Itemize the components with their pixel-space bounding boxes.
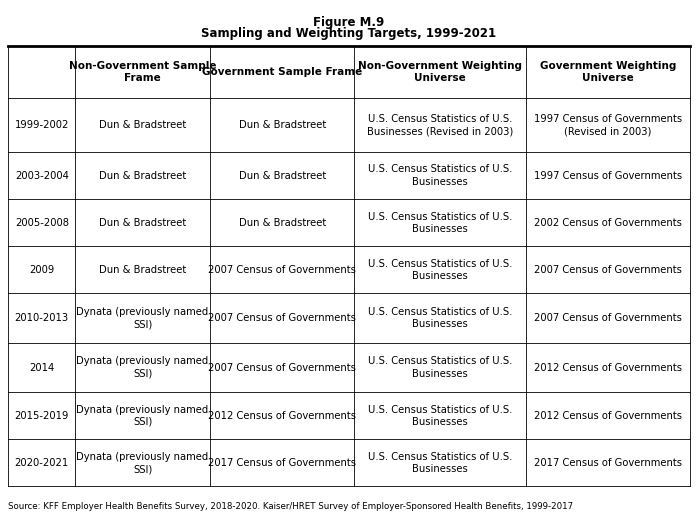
Text: Government Weighting
Universe: Government Weighting Universe (540, 61, 676, 83)
Text: 2010-2013: 2010-2013 (15, 313, 69, 323)
Text: Figure M.9: Figure M.9 (313, 16, 385, 29)
Text: U.S. Census Statistics of U.S.
Businesses: U.S. Census Statistics of U.S. Businesse… (368, 307, 512, 329)
Text: U.S. Census Statistics of U.S.
Businesses: U.S. Census Statistics of U.S. Businesse… (368, 452, 512, 474)
Text: Dun & Bradstreet: Dun & Bradstreet (99, 265, 186, 275)
Text: 1997 Census of Governments: 1997 Census of Governments (534, 170, 682, 180)
Text: 2009: 2009 (29, 265, 54, 275)
Text: Dun & Bradstreet: Dun & Bradstreet (239, 218, 326, 228)
Text: Non-Government Weighting
Universe: Non-Government Weighting Universe (358, 61, 522, 83)
Text: 2007 Census of Governments: 2007 Census of Governments (208, 362, 356, 372)
Text: 2007 Census of Governments: 2007 Census of Governments (208, 313, 356, 323)
Text: 1997 Census of Governments
(Revised in 2003): 1997 Census of Governments (Revised in 2… (534, 114, 682, 137)
Text: 2014: 2014 (29, 362, 54, 372)
Text: U.S. Census Statistics of U.S.
Businesses: U.S. Census Statistics of U.S. Businesse… (368, 164, 512, 187)
Text: 2012 Census of Governments: 2012 Census of Governments (208, 411, 356, 421)
Text: Dun & Bradstreet: Dun & Bradstreet (99, 120, 186, 130)
Text: Dynata (previously named
SSI): Dynata (previously named SSI) (77, 405, 209, 427)
Text: 2002 Census of Governments: 2002 Census of Governments (534, 218, 682, 228)
Text: 2020-2021: 2020-2021 (15, 458, 69, 468)
Text: 2007 Census of Governments: 2007 Census of Governments (534, 265, 682, 275)
Text: U.S. Census Statistics of U.S.
Businesses: U.S. Census Statistics of U.S. Businesse… (368, 211, 512, 234)
Text: 2015-2019: 2015-2019 (15, 411, 69, 421)
Text: 2017 Census of Governments: 2017 Census of Governments (208, 458, 356, 468)
Text: U.S. Census Statistics of U.S.
Businesses (Revised in 2003): U.S. Census Statistics of U.S. Businesse… (367, 114, 514, 137)
Text: U.S. Census Statistics of U.S.
Businesses: U.S. Census Statistics of U.S. Businesse… (368, 405, 512, 427)
Text: 2017 Census of Governments: 2017 Census of Governments (534, 458, 682, 468)
Text: U.S. Census Statistics of U.S.
Businesses: U.S. Census Statistics of U.S. Businesse… (368, 356, 512, 379)
Text: Dynata (previously named
SSI): Dynata (previously named SSI) (77, 307, 209, 329)
Text: Dun & Bradstreet: Dun & Bradstreet (239, 170, 326, 180)
Text: 2012 Census of Governments: 2012 Census of Governments (534, 362, 682, 372)
Text: 1999-2002: 1999-2002 (15, 120, 69, 130)
Text: 2005-2008: 2005-2008 (15, 218, 69, 228)
Text: Government Sample Frame: Government Sample Frame (202, 67, 362, 77)
Text: 2007 Census of Governments: 2007 Census of Governments (208, 265, 356, 275)
Text: Dun & Bradstreet: Dun & Bradstreet (239, 120, 326, 130)
Text: Dun & Bradstreet: Dun & Bradstreet (99, 218, 186, 228)
Text: U.S. Census Statistics of U.S.
Businesses: U.S. Census Statistics of U.S. Businesse… (368, 259, 512, 281)
Text: 2012 Census of Governments: 2012 Census of Governments (534, 411, 682, 421)
Text: Dynata (previously named
SSI): Dynata (previously named SSI) (77, 452, 209, 474)
Text: Source: KFF Employer Health Benefits Survey, 2018-2020. Kaiser/HRET Survey of Em: Source: KFF Employer Health Benefits Sur… (8, 502, 574, 511)
Text: 2007 Census of Governments: 2007 Census of Governments (534, 313, 682, 323)
Text: Sampling and Weighting Targets, 1999-2021: Sampling and Weighting Targets, 1999-202… (202, 27, 496, 40)
Text: 2003-2004: 2003-2004 (15, 170, 68, 180)
Text: Non-Government Sample
Frame: Non-Government Sample Frame (69, 61, 216, 83)
Text: Dynata (previously named
SSI): Dynata (previously named SSI) (77, 356, 209, 379)
Text: Dun & Bradstreet: Dun & Bradstreet (99, 170, 186, 180)
